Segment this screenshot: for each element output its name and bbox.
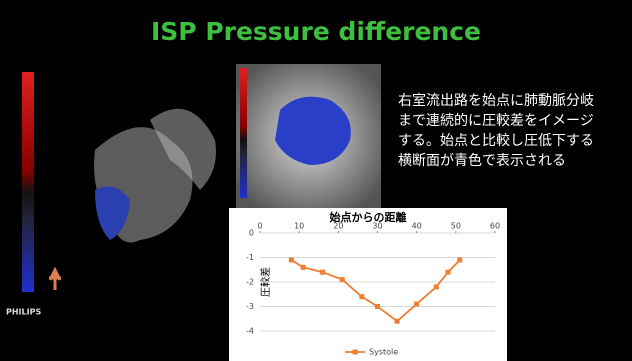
slide-title: ISP Pressure difference: [151, 17, 481, 46]
description-line: 右室流出路を始点に肺動脈分岐: [398, 92, 594, 109]
x-tick-label: 40: [412, 222, 422, 231]
point-marker: [289, 257, 294, 262]
middle-image: [236, 64, 381, 210]
x-tick-label: 0: [257, 222, 262, 231]
point-marker: [320, 270, 325, 275]
point-marker: [359, 294, 364, 299]
slide: ISP Pressure difference PHILIPS 右室流出路を始点…: [0, 0, 632, 361]
x-tick-label: 30: [372, 222, 382, 231]
logo: PHILIPS: [6, 308, 41, 317]
point-marker: [434, 284, 439, 289]
description-line: する。始点と比較し圧低下する: [398, 133, 594, 149]
y-tick-label: -2: [246, 278, 254, 287]
page: ISP Pressure difference PHILIPS 右室流出路を始点…: [0, 0, 632, 361]
x-tick-label: 20: [333, 222, 343, 231]
point-marker: [457, 257, 462, 262]
point-marker: [414, 302, 419, 307]
x-tick-label: 50: [451, 222, 461, 231]
y-tick-label: -1: [246, 253, 254, 262]
point-marker: [340, 277, 345, 282]
description-line: まで連続的に圧較差をイメージ: [398, 112, 594, 129]
point-marker: [395, 319, 400, 324]
point-marker: [446, 270, 451, 275]
x-tick-label: 10: [294, 222, 304, 231]
x-tick-label: 60: [490, 222, 500, 231]
legend-swatch: [353, 350, 358, 355]
description-line: 横断面が青色で表示される: [398, 152, 566, 169]
color-bar: [240, 68, 247, 198]
y-tick-label: 0: [249, 229, 254, 238]
color-bar: [22, 72, 34, 292]
legend-label: Systole: [369, 348, 398, 357]
point-marker: [301, 265, 306, 270]
point-marker: [375, 304, 380, 309]
y-tick-label: -3: [246, 302, 254, 311]
y-tick-label: -4: [246, 327, 254, 336]
